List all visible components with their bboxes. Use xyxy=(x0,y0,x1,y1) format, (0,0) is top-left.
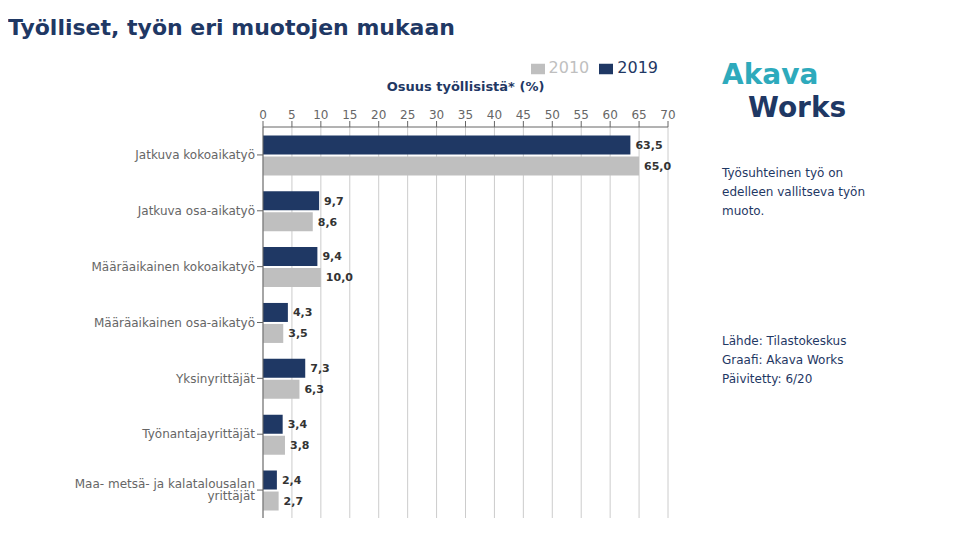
svg-text:Osuus työllisistä* (%): Osuus työllisistä* (%) xyxy=(387,79,545,94)
svg-text:45: 45 xyxy=(516,108,531,122)
svg-text:5: 5 xyxy=(288,108,296,122)
svg-text:Jatkuva osa-aikatyö: Jatkuva osa-aikatyö xyxy=(137,204,255,218)
svg-text:Jatkuva kokoaikatyö: Jatkuva kokoaikatyö xyxy=(134,148,255,162)
svg-text:3,4: 3,4 xyxy=(288,418,308,431)
html-text:Työlliset, työn eri muotojen m: Työlliset, työn eri muotojen mukaan xyxy=(8,15,455,40)
svg-text:3,5: 3,5 xyxy=(288,327,308,340)
svg-text:70: 70 xyxy=(660,108,675,122)
svg-text:0: 0 xyxy=(259,108,267,122)
svg-text:20: 20 xyxy=(371,108,386,122)
svg-text:Työnantajayrittäjät: Työnantajayrittäjät xyxy=(141,427,255,441)
svg-text:7,3: 7,3 xyxy=(310,362,330,375)
svg-text:2,7: 2,7 xyxy=(284,495,304,508)
html-text:Lähde: Tilastokeskus Graafi: A: Lähde: Tilastokeskus Graafi: Akava Works… xyxy=(722,333,847,386)
svg-text:4,3: 4,3 xyxy=(293,306,313,319)
svg-text:Maa- metsä- ja kalatalousalany: Maa- metsä- ja kalatalousalanyrittäjät xyxy=(75,477,256,503)
html-text:2010: 2010 xyxy=(548,58,590,77)
svg-text:9,4: 9,4 xyxy=(322,250,342,263)
svg-text:6,3: 6,3 xyxy=(304,383,324,396)
svg-text:60: 60 xyxy=(603,108,618,122)
svg-text:2,4: 2,4 xyxy=(282,474,302,487)
svg-text:30: 30 xyxy=(429,108,444,122)
html-text:Works: Works xyxy=(748,91,847,124)
svg-text:25: 25 xyxy=(400,108,415,122)
svg-text:63,5: 63,5 xyxy=(635,139,662,152)
svg-text:55: 55 xyxy=(574,108,589,122)
svg-text:35: 35 xyxy=(458,108,473,122)
html-text:Työsuhteinen työ on edelleen v: Työsuhteinen työ on edelleen vallitseva … xyxy=(722,166,866,219)
svg-text:50: 50 xyxy=(545,108,560,122)
svg-text:Määräaikainen kokoaikatyö: Määräaikainen kokoaikatyö xyxy=(91,260,255,274)
svg-text:Määräaikainen osa-aikatyö: Määräaikainen osa-aikatyö xyxy=(94,316,255,330)
html-text:2019: 2019 xyxy=(617,58,658,77)
svg-text:Yksinyrittäjät: Yksinyrittäjät xyxy=(175,372,255,386)
svg-text:9,7: 9,7 xyxy=(324,195,344,208)
svg-text:40: 40 xyxy=(487,108,502,122)
svg-text:65: 65 xyxy=(631,108,646,122)
html-text:Akava: Akava xyxy=(722,58,819,91)
svg-text:65,0: 65,0 xyxy=(644,160,671,173)
svg-text:10,0: 10,0 xyxy=(326,271,353,284)
svg-text:10: 10 xyxy=(313,108,328,122)
svg-text:15: 15 xyxy=(342,108,357,122)
svg-text:3,8: 3,8 xyxy=(290,439,310,452)
svg-text:8,6: 8,6 xyxy=(318,216,338,229)
